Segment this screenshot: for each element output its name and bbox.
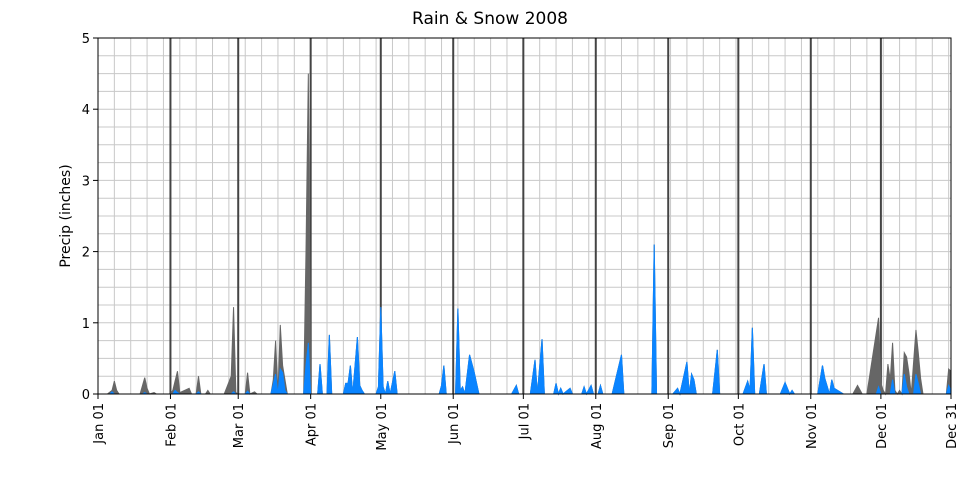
x-tick-label: Aug 01 xyxy=(590,403,605,449)
y-tick-label: 1 xyxy=(82,317,90,332)
plot-frame xyxy=(97,37,952,395)
x-tick-label: Sep 01 xyxy=(662,403,677,448)
x-tick-label: Dec 31 xyxy=(945,403,960,449)
x-tick-label: Dec 01 xyxy=(875,403,890,449)
x-tick-label: Oct 01 xyxy=(732,403,747,446)
x-tick-label: Mar 01 xyxy=(232,403,247,448)
x-axis-ticks: Jan 01 Feb 01 Mar 01 Apr 01 May 01 Jun 01 Jul … xyxy=(92,394,960,451)
x-tick-label: Nov 01 xyxy=(805,403,820,449)
y-tick-label: 4 xyxy=(82,103,90,118)
x-tick-label: Feb 01 xyxy=(164,403,179,447)
y-tick-label: 5 xyxy=(82,32,90,47)
x-tick-label: Jan 01 xyxy=(92,403,107,445)
y-axis-label: Precip (inches) xyxy=(58,164,74,267)
x-tick-label: Jun 01 xyxy=(447,403,462,445)
y-tick-label: 0 xyxy=(82,388,90,403)
y-tick-label: 2 xyxy=(82,246,90,261)
y-tick-label: 3 xyxy=(82,174,90,189)
grid-lines xyxy=(97,37,951,395)
y-axis-ticks: 0 1 2 3 4 5 xyxy=(82,32,98,403)
chart-title: Rain & Snow 2008 xyxy=(412,9,568,29)
x-tick-label: Jul 01 xyxy=(517,403,532,440)
x-tick-label: May 01 xyxy=(375,403,390,451)
x-tick-label: Apr 01 xyxy=(305,403,320,446)
rain-precip-area xyxy=(98,244,952,396)
